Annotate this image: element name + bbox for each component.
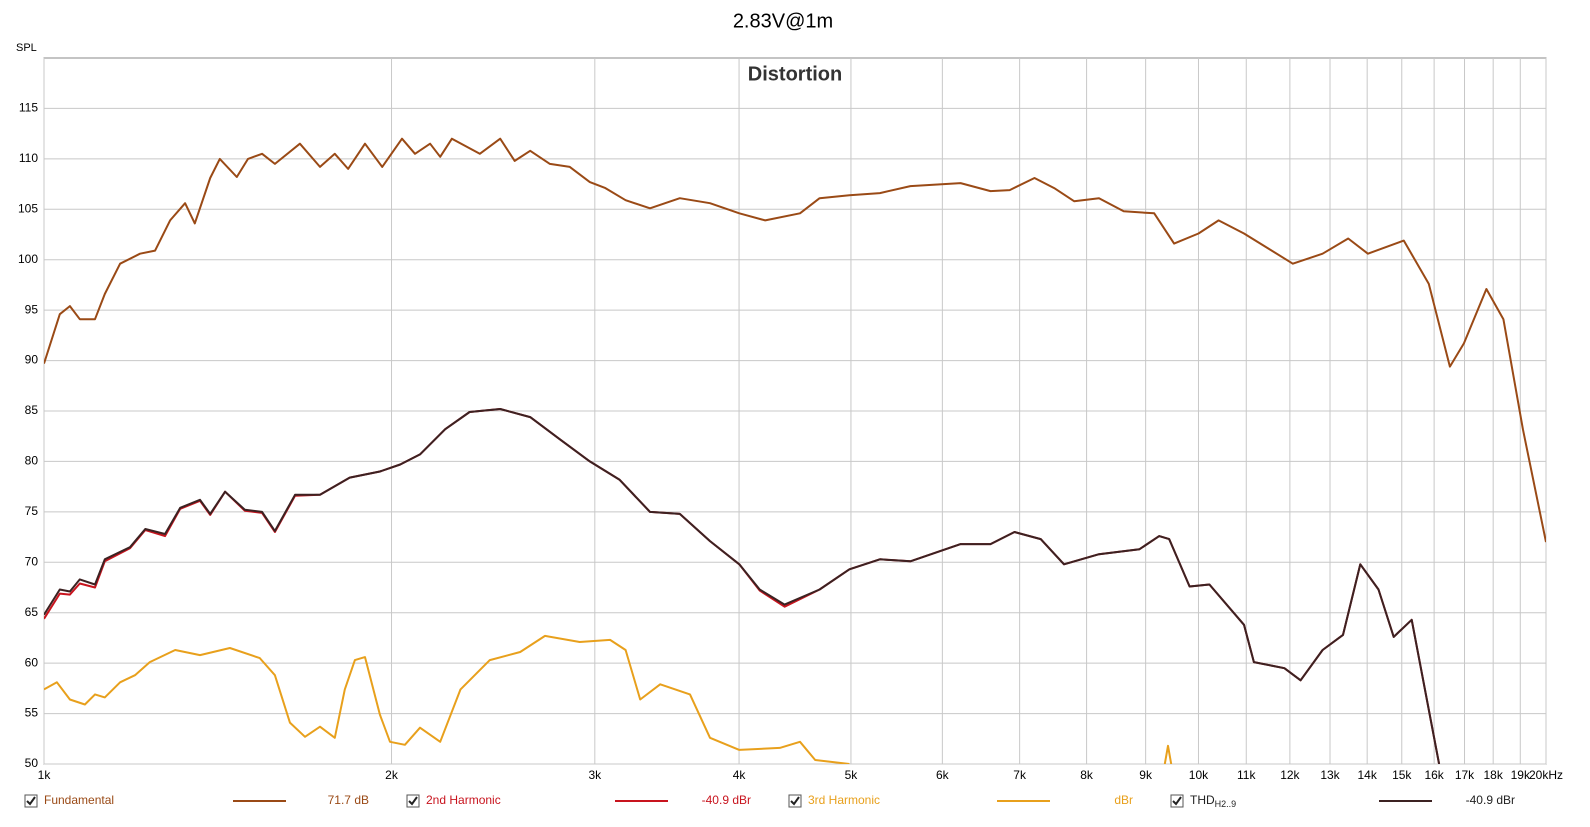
x-tick-label: 7k <box>1013 768 1027 782</box>
legend-checkbox[interactable] <box>406 794 420 808</box>
chart-title: 2.83V@1m <box>733 10 833 32</box>
x-tick-label: 6k <box>936 768 950 782</box>
chart-subtitle: Distortion <box>748 63 842 85</box>
y-tick-label: 110 <box>19 151 38 165</box>
checkbox-check <box>26 796 36 806</box>
x-tick-label: 20kHz <box>1529 768 1563 782</box>
y-tick-label: 100 <box>18 252 38 266</box>
legend-label: 2nd Harmonic <box>426 793 501 807</box>
y-tick-label: 95 <box>25 302 39 316</box>
x-tick-label: 3k <box>588 768 602 782</box>
series-line <box>44 408 1441 764</box>
legend-value: dBr <box>1114 793 1133 807</box>
y-tick-label: 80 <box>25 454 39 468</box>
y-tick-label: 115 <box>19 101 38 115</box>
legend-label: Fundamental <box>44 793 114 807</box>
series-line <box>44 634 1173 764</box>
x-tick-label: 12k <box>1280 768 1300 782</box>
x-tick-label: 10k <box>1189 768 1209 782</box>
legend: Fundamental 71.7 dB 2nd Harmonic -40.9 dBr 3… <box>24 793 1515 809</box>
x-tick-label: 19k <box>1511 768 1531 782</box>
series-line <box>44 137 1546 543</box>
y-tick-label: 85 <box>25 403 39 417</box>
series-lines <box>44 137 1546 764</box>
legend-checkbox[interactable] <box>1170 794 1184 808</box>
x-tick-label: 16k <box>1424 768 1444 782</box>
y-tick-label: 55 <box>25 706 39 720</box>
legend-value: -40.9 dBr <box>702 793 751 807</box>
y-tick-label: 50 <box>25 756 39 770</box>
y-tick-label: 90 <box>25 353 39 367</box>
x-tick-label: 9k <box>1139 768 1153 782</box>
legend-value: 71.7 dB <box>328 793 369 807</box>
checkbox-check <box>408 796 418 806</box>
y-tick-label: 70 <box>25 554 39 568</box>
x-tick-label: 13k <box>1320 768 1340 782</box>
legend-checkbox[interactable] <box>24 794 38 808</box>
legend-checkbox[interactable] <box>788 794 802 808</box>
x-tick-label: 8k <box>1080 768 1094 782</box>
grid: 50 55 60 65 70 75 80 85 90 95 100 105 110 115 1k 2k 3k 4k… <box>18 58 1563 782</box>
x-tick-label: 5k <box>845 768 859 782</box>
x-tick-label: 15k <box>1392 768 1412 782</box>
y-axis-label: SPL <box>16 42 37 54</box>
x-tick-label: 1k <box>38 768 52 782</box>
x-tick-label: 14k <box>1357 768 1377 782</box>
x-tick-label: 17k <box>1455 768 1475 782</box>
legend-value: -40.9 dBr <box>1466 793 1515 807</box>
x-tick-label: 2k <box>385 768 399 782</box>
x-tick-label: 18k <box>1483 768 1503 782</box>
x-tick-label: 11k <box>1237 768 1256 782</box>
y-tick-label: 75 <box>25 504 39 518</box>
y-tick-label: 105 <box>18 201 38 215</box>
legend-label-subscript: H2..9 <box>1215 799 1237 809</box>
x-tick-label: 4k <box>733 768 747 782</box>
legend-label: 3rd Harmonic <box>808 793 880 807</box>
checkbox-check <box>790 796 800 806</box>
checkbox-check <box>1172 796 1182 806</box>
y-tick-label: 65 <box>25 605 39 619</box>
y-tick-label: 60 <box>25 655 39 669</box>
